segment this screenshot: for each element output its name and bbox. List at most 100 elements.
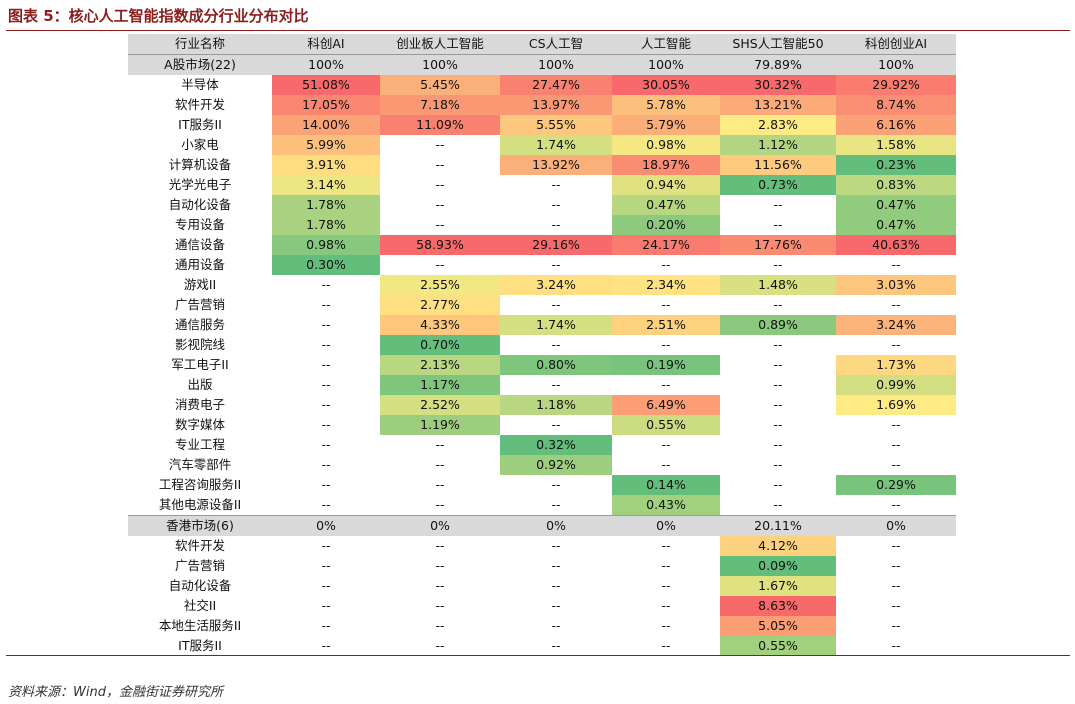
cell: 13.21% [720,95,836,115]
cell: 6.49% [612,395,720,415]
cell: -- [435,497,445,512]
cell: 0.83% [836,175,956,195]
row-label: 专业工程 [174,437,225,452]
cell: 1.67% [720,576,836,596]
cell: 0.73% [720,175,836,195]
cell: 2.55% [380,275,500,295]
cell: 6.16% [836,115,956,135]
cell: -- [661,257,671,272]
body-row: 专用设备 1.78% -- -- 0.20% -- 0.47% [128,215,956,235]
table: 行业名称 科创AI 创业板人工智能 CS人工智 人工智能 SHS人工智能50 科创创业AI A… [128,34,956,656]
row-label: 广告营销 [174,558,225,573]
body-row: IT服务II -- -- -- -- 0.55% -- [128,636,956,656]
cell: -- [551,197,561,212]
cell: 0.32% [500,435,612,455]
cell: -- [891,437,901,452]
cell: 2.77% [380,295,500,315]
cell: 人工智能 [612,34,720,55]
cell: -- [435,477,445,492]
row-label: 自动化设备 [168,578,232,593]
cell: 1.78% [272,195,380,215]
cell: -- [435,457,445,472]
row-label: 其他电源设备II [158,497,242,512]
row-label: 影视院线 [174,337,225,352]
cell: -- [321,638,331,653]
row-label: 游戏II [183,277,217,292]
cell: -- [435,618,445,633]
cell: -- [891,257,901,272]
body-row: 光学光电子 3.14% -- -- 0.94% 0.73% 0.83% [128,175,956,195]
cell: -- [891,297,901,312]
row-label: 广告营销 [174,297,225,312]
cell: -- [321,437,331,452]
row-label: A股市场(22) [128,54,272,75]
body-row: 消费电子 -- 2.52% 1.18% 6.49% -- 1.69% [128,395,956,415]
cell: -- [773,217,783,232]
row-label: IT服务II [178,638,222,653]
cell: -- [321,477,331,492]
cell: 2.83% [720,115,836,135]
body-row: 半导体 51.08% 5.45% 27.47% 30.05% 30.32% 29.92% [128,75,956,95]
cell: 18.97% [612,155,720,175]
cell: -- [551,297,561,312]
cell: -- [551,578,561,593]
row-label: 军工电子II [171,357,229,372]
cell: 24.17% [612,235,720,255]
cell: -- [773,417,783,432]
cell: -- [773,497,783,512]
cell: 创业板人工智能 [380,34,500,55]
body-row: 工程咨询服务II -- -- -- 0.14% -- 0.29% [128,475,956,495]
body-row: 本地生活服务II -- -- -- -- 5.05% -- [128,616,956,636]
row-label: 通信服务 [174,317,225,332]
cell: -- [773,337,783,352]
cell: -- [773,457,783,472]
body-row: 数字媒体 -- 1.19% -- 0.55% -- -- [128,415,956,435]
body-row: 出版 -- 1.17% -- -- -- 0.99% [128,375,956,395]
cell: 5.05% [720,616,836,636]
cell: -- [551,598,561,613]
cell: -- [891,558,901,573]
cell: -- [321,558,331,573]
head-row: 行业名称 科创AI 创业板人工智能 CS人工智 人工智能 SHS人工智能50 科创创业AI [128,34,956,55]
body-row: 游戏II -- 2.55% 3.24% 2.34% 1.48% 3.03% [128,275,956,295]
cell: -- [551,558,561,573]
cell: 5.79% [612,115,720,135]
cell: 14.00% [272,115,380,135]
cell: -- [551,257,561,272]
row-label: 汽车零部件 [168,457,232,472]
cell: -- [321,538,331,553]
cell: 1.73% [836,355,956,375]
cell: -- [891,598,901,613]
body-row: 自动化设备 1.78% -- -- 0.47% -- 0.47% [128,195,956,215]
cell: -- [773,297,783,312]
cell: -- [321,417,331,432]
cell: -- [661,558,671,573]
row-label: 计算机设备 [168,157,232,172]
cell: 0.30% [272,255,380,275]
row-label: 出版 [187,377,213,392]
body-row: 计算机设备 3.91% -- 13.92% 18.97% 11.56% 0.23% [128,155,956,175]
cell: 0.23% [836,155,956,175]
cell: 0.55% [720,636,836,656]
cell: 3.14% [272,175,380,195]
cell: -- [321,497,331,512]
cell: 0.99% [836,375,956,395]
cell: 79.89% [720,54,836,75]
cell: 0% [612,515,720,536]
cell: 0.89% [720,315,836,335]
body-row: 军工电子II -- 2.13% 0.80% 0.19% -- 1.73% [128,355,956,375]
row-label: 半导体 [181,77,219,92]
cell: 20.11% [720,515,836,536]
cell: 100% [836,54,956,75]
cell: 2.13% [380,355,500,375]
cell: 0.14% [612,475,720,495]
cell: CS人工智 [500,34,612,55]
cell: -- [661,578,671,593]
cell: -- [661,638,671,653]
cell: 0.98% [612,135,720,155]
cell: 1.74% [500,315,612,335]
cell: -- [435,257,445,272]
cell: 29.92% [836,75,956,95]
cell: -- [551,177,561,192]
cell: 8.63% [720,596,836,616]
